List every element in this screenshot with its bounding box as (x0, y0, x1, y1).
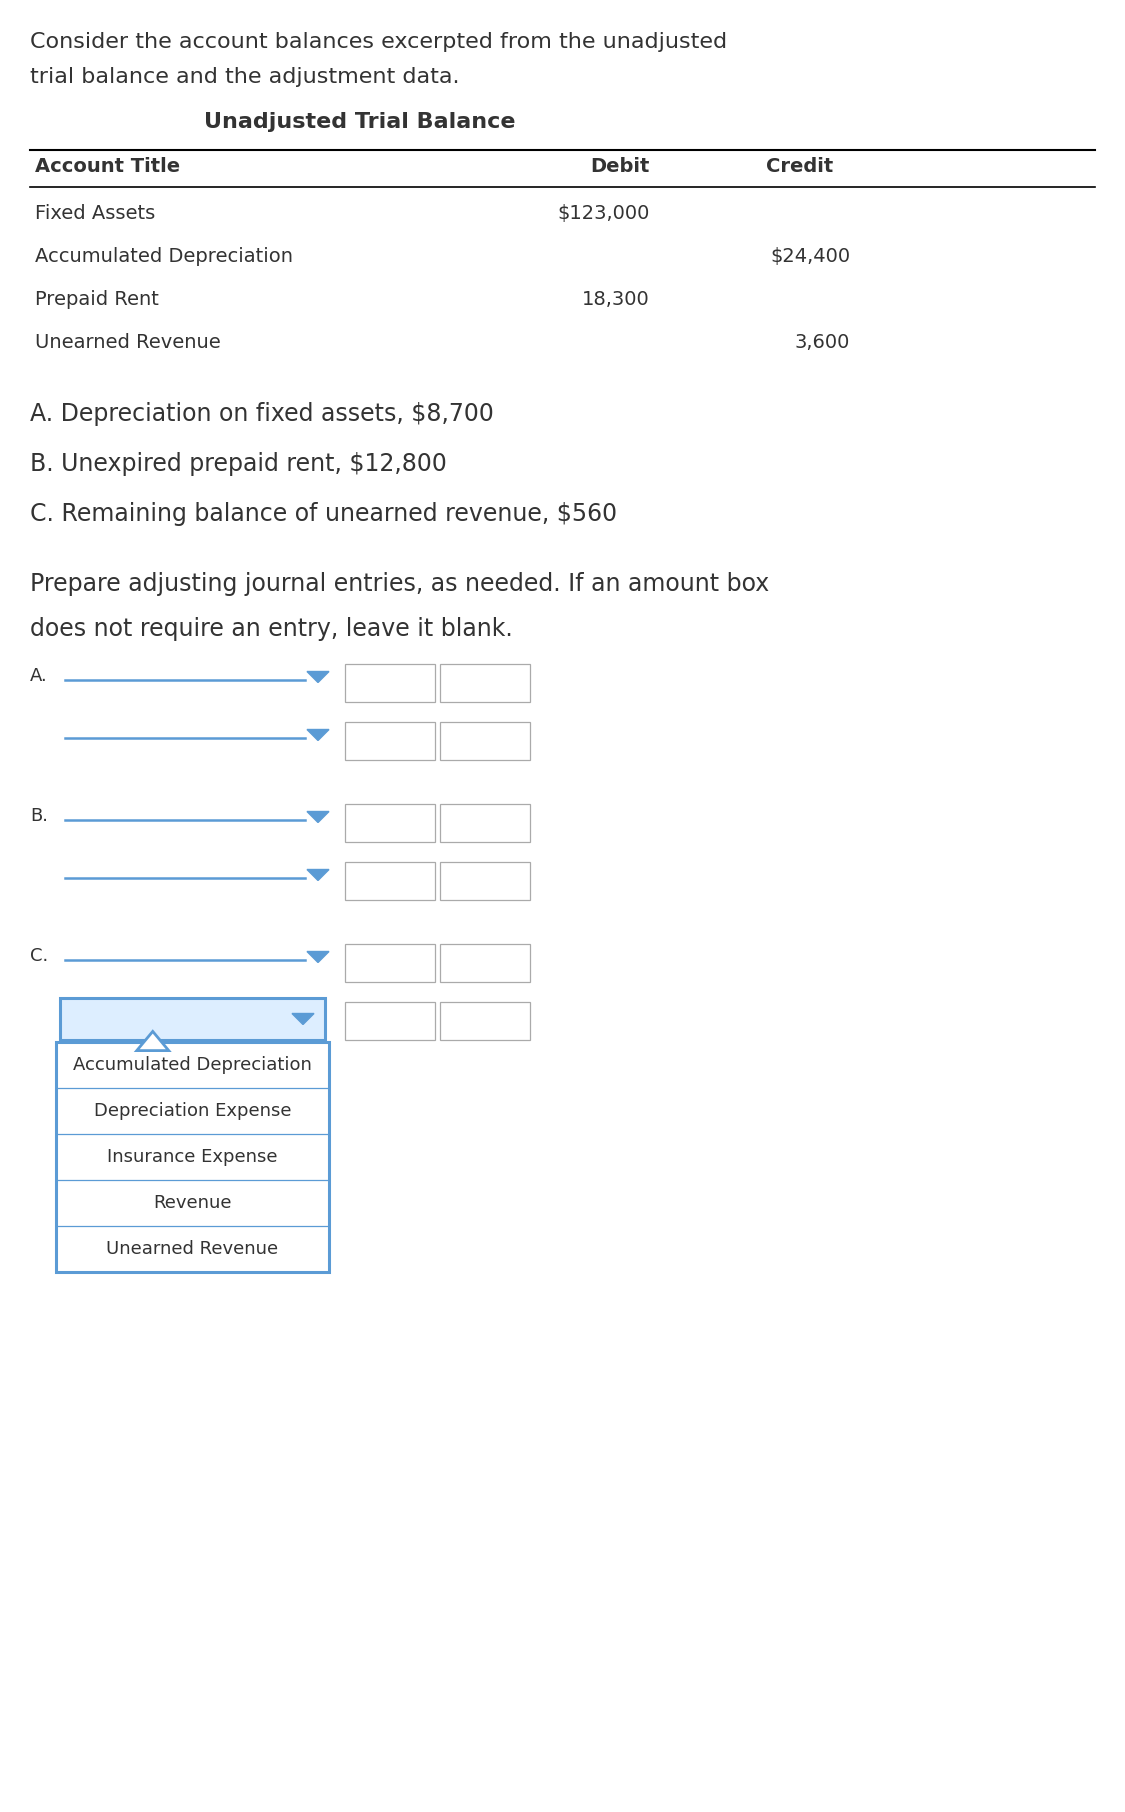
Text: Prepare adjusting journal entries, as needed. If an amount box: Prepare adjusting journal entries, as ne… (30, 573, 770, 596)
Text: Fixed Assets: Fixed Assets (35, 205, 155, 223)
Text: Accumulated Depreciation: Accumulated Depreciation (35, 246, 292, 266)
FancyBboxPatch shape (440, 805, 530, 843)
Polygon shape (307, 672, 328, 683)
FancyBboxPatch shape (345, 721, 435, 759)
FancyBboxPatch shape (56, 1042, 328, 1272)
FancyBboxPatch shape (345, 1002, 435, 1040)
Polygon shape (137, 1031, 169, 1051)
FancyBboxPatch shape (60, 998, 325, 1040)
Text: Unadjusted Trial Balance: Unadjusted Trial Balance (205, 112, 515, 132)
FancyBboxPatch shape (345, 805, 435, 843)
Polygon shape (307, 812, 328, 823)
Polygon shape (307, 951, 328, 962)
Text: Revenue: Revenue (153, 1194, 232, 1212)
FancyBboxPatch shape (440, 721, 530, 759)
Text: 3,600: 3,600 (794, 333, 850, 352)
Text: does not require an entry, leave it blank.: does not require an entry, leave it blan… (30, 618, 513, 641)
Text: Consider the account balances excerpted from the unadjusted: Consider the account balances excerpted … (30, 33, 727, 53)
Text: A.: A. (30, 667, 47, 685)
Text: Accumulated Depreciation: Accumulated Depreciation (73, 1056, 312, 1075)
Text: Debit: Debit (591, 158, 650, 176)
FancyBboxPatch shape (440, 944, 530, 982)
Text: trial balance and the adjustment data.: trial balance and the adjustment data. (30, 67, 459, 87)
Text: C. Remaining balance of unearned revenue, $560: C. Remaining balance of unearned revenue… (30, 502, 618, 525)
Text: $24,400: $24,400 (770, 246, 850, 266)
Text: Credit: Credit (766, 158, 834, 176)
Polygon shape (307, 870, 328, 881)
Text: $123,000: $123,000 (558, 205, 650, 223)
Text: 18,300: 18,300 (583, 290, 650, 310)
Text: Unearned Revenue: Unearned Revenue (35, 333, 220, 352)
FancyBboxPatch shape (440, 663, 530, 701)
FancyBboxPatch shape (345, 944, 435, 982)
Text: Prepaid Rent: Prepaid Rent (35, 290, 159, 310)
FancyBboxPatch shape (345, 663, 435, 701)
Text: C.: C. (30, 948, 48, 966)
Text: Depreciation Expense: Depreciation Expense (93, 1102, 291, 1120)
Text: B. Unexpired prepaid rent, $12,800: B. Unexpired prepaid rent, $12,800 (30, 451, 447, 477)
Text: A. Depreciation on fixed assets, $8,700: A. Depreciation on fixed assets, $8,700 (30, 402, 494, 426)
FancyBboxPatch shape (440, 1002, 530, 1040)
Text: Insurance Expense: Insurance Expense (107, 1149, 278, 1165)
Polygon shape (307, 730, 328, 741)
Text: Unearned Revenue: Unearned Revenue (107, 1239, 279, 1258)
FancyBboxPatch shape (440, 863, 530, 901)
Polygon shape (292, 1013, 314, 1024)
Text: B.: B. (30, 806, 48, 824)
FancyBboxPatch shape (345, 863, 435, 901)
Text: Account Title: Account Title (35, 158, 180, 176)
